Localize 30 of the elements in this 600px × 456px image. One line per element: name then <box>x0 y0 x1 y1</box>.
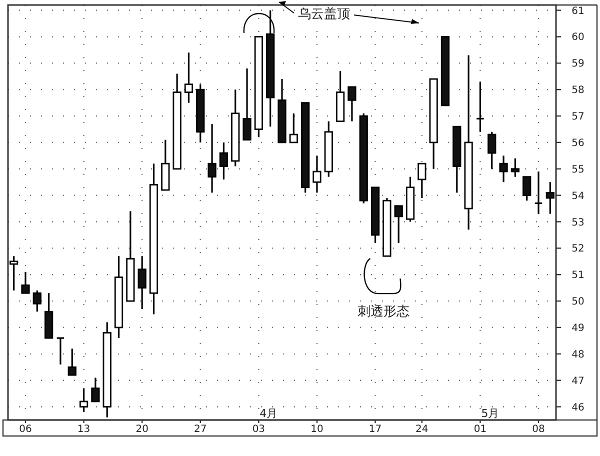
x-tick-label: 10 <box>310 424 324 435</box>
y-tick-label: 47 <box>572 376 584 387</box>
y-tick-label: 49 <box>572 322 584 334</box>
y-tick-label: 46 <box>572 402 584 414</box>
x-tick-label: 13 <box>77 424 90 435</box>
annotation: 刺透形态 <box>357 304 410 320</box>
y-tick-label: 54 <box>572 190 584 202</box>
y-tick-label: 52 <box>572 244 584 255</box>
y-tick-label: 58 <box>572 85 584 96</box>
x-tick-label: 27 <box>194 424 207 435</box>
annotation: 4月 <box>260 407 278 420</box>
x-tick-label: 06 <box>19 424 32 435</box>
x-tick-label: 17 <box>368 424 382 435</box>
y-tick-label: 59 <box>572 58 584 70</box>
x-tick-label: 03 <box>252 424 266 435</box>
y-tick-label: 57 <box>572 112 584 123</box>
y-tick-label: 55 <box>572 164 584 176</box>
y-tick-label: 48 <box>572 349 584 360</box>
y-tick-label: 60 <box>572 32 584 44</box>
y-tick-label: 53 <box>572 217 584 228</box>
y-tick-label: 51 <box>572 270 584 282</box>
annotation: 乌云盖顶 <box>298 6 350 22</box>
x-tick-label: 08 <box>532 424 545 435</box>
y-tick-label: 50 <box>572 296 584 308</box>
annotation: 5月 <box>481 407 500 420</box>
x-tick-label: 20 <box>136 424 148 435</box>
y-tick-label: 61 <box>572 6 584 17</box>
x-tick-label: 01 <box>474 424 487 435</box>
y-tick-label: 56 <box>572 138 584 149</box>
x-tick-label: 24 <box>416 424 428 435</box>
